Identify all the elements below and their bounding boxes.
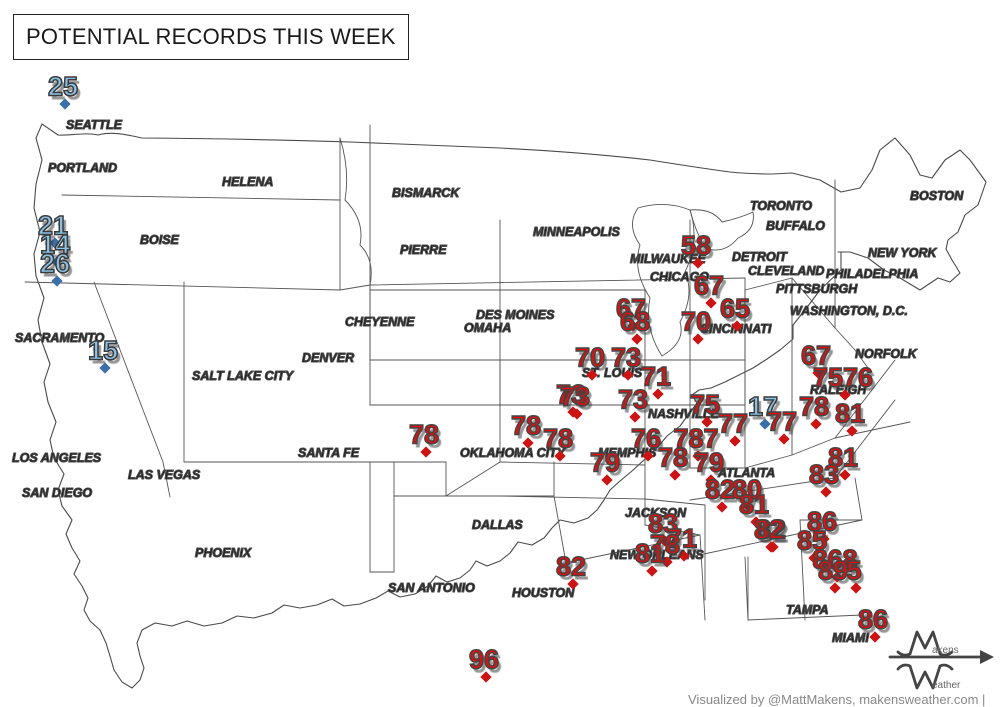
svg-text:PHILADELPHIA: PHILADELPHIA	[826, 267, 918, 281]
svg-text:LAS VEGAS: LAS VEGAS	[128, 468, 201, 482]
svg-text:NEW YORK: NEW YORK	[868, 246, 937, 260]
svg-text:PIERRE: PIERRE	[400, 243, 447, 257]
svg-text:HELENA: HELENA	[222, 175, 273, 189]
svg-text:CLEVELAND: CLEVELAND	[748, 264, 824, 278]
svg-text:SAN DIEGO: SAN DIEGO	[22, 486, 92, 500]
svg-text:TAMPA: TAMPA	[786, 603, 829, 617]
svg-text:BOISE: BOISE	[140, 233, 180, 247]
svg-text:DALLAS: DALLAS	[472, 518, 523, 532]
svg-text:SALT LAKE CITY: SALT LAKE CITY	[192, 369, 295, 383]
svg-text:DES MOINES: DES MOINES	[476, 308, 555, 322]
svg-text:PHOENIX: PHOENIX	[195, 546, 252, 560]
svg-text:BOSTON: BOSTON	[910, 189, 964, 203]
svg-text:NORFOLK: NORFOLK	[855, 347, 918, 361]
svg-text:eather: eather	[932, 680, 961, 691]
svg-text:SANTA FE: SANTA FE	[298, 446, 360, 460]
svg-text:BUFFALO: BUFFALO	[766, 219, 825, 233]
svg-text:PORTLAND: PORTLAND	[48, 161, 117, 175]
svg-text:SEATTLE: SEATTLE	[66, 118, 123, 132]
svg-text:BISMARCK: BISMARCK	[392, 186, 460, 200]
svg-text:DENVER: DENVER	[302, 351, 354, 365]
svg-text:WASHINGTON, D.C.: WASHINGTON, D.C.	[790, 304, 908, 318]
svg-text:PITTSBURGH: PITTSBURGH	[776, 282, 858, 296]
svg-text:LOS ANGELES: LOS ANGELES	[12, 451, 102, 465]
svg-text:akens: akens	[932, 645, 959, 656]
svg-text:SAN ANTONIO: SAN ANTONIO	[388, 581, 475, 595]
svg-text:DETROIT: DETROIT	[732, 250, 788, 264]
svg-text:CHEYENNE: CHEYENNE	[345, 315, 415, 329]
svg-text:MINNEAPOLIS: MINNEAPOLIS	[533, 225, 620, 239]
svg-text:TORONTO: TORONTO	[750, 199, 812, 213]
svg-text:OMAHA: OMAHA	[464, 321, 511, 335]
svg-text:HOUSTON: HOUSTON	[512, 586, 575, 600]
